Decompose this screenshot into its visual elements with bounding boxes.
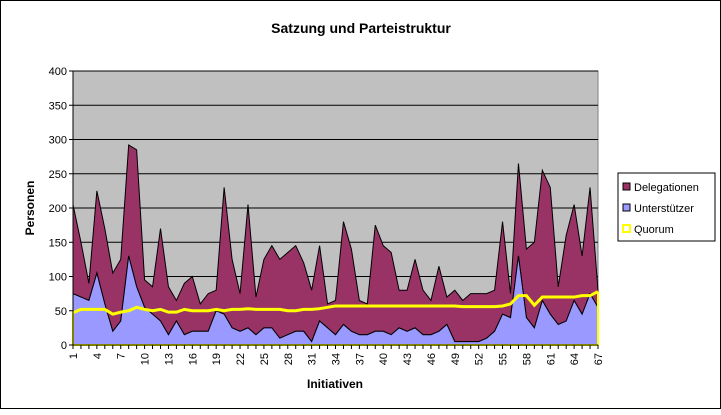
- y-tick-label: 350: [49, 100, 67, 112]
- x-tick-label: 40: [378, 353, 390, 365]
- x-tick-label: 25: [259, 353, 271, 365]
- x-tick-label: 55: [498, 353, 510, 365]
- legend-swatch-delegationen: [622, 182, 631, 191]
- y-axis-title: Personen: [23, 181, 37, 236]
- x-tick-label: 34: [331, 353, 343, 365]
- x-tick-label: 58: [521, 353, 533, 365]
- x-tick-label: 4: [92, 353, 104, 359]
- x-tick-label: 43: [402, 353, 414, 365]
- x-tick-label: 7: [116, 353, 128, 359]
- legend-swatch-unterstuetzer: [622, 203, 631, 212]
- x-tick-label: 46: [426, 353, 438, 365]
- x-tick-label: 13: [163, 353, 175, 365]
- x-tick-label: 49: [450, 353, 462, 365]
- y-axis: 0 50 100 150 200 250 300 350 400: [49, 66, 74, 352]
- legend-label-unterstuetzer: Unterstützer: [634, 203, 694, 215]
- y-tick-label: 250: [49, 169, 67, 181]
- x-axis-title: Initiativen: [307, 377, 363, 391]
- x-tick-label: 1: [68, 353, 80, 359]
- y-tick-label: 150: [49, 237, 67, 249]
- legend: Delegationen Unterstützer Quorum: [617, 172, 716, 242]
- x-tick-label: 16: [187, 353, 199, 365]
- line-quorum: [72, 290, 599, 316]
- x-tick-label: 52: [474, 353, 486, 365]
- x-tick-label: 67: [593, 353, 605, 365]
- y-tick-label: 50: [55, 306, 67, 318]
- x-tick-label: 61: [545, 353, 557, 365]
- y-tick-label: 300: [49, 135, 67, 147]
- legend-label-quorum: Quorum: [634, 224, 674, 236]
- x-axis: 1 4 7 10 13 16 19 22 25 28 31 34 37 40 43 46 49 52 55 58 61 6…: [68, 344, 605, 365]
- x-tick-label: 22: [235, 353, 247, 365]
- y-tick-label: 0: [61, 340, 67, 352]
- legend-label-delegationen: Delegationen: [634, 182, 699, 194]
- x-tick-label: 10: [140, 353, 152, 365]
- y-tick-label: 200: [49, 203, 67, 215]
- x-tick-label: 64: [569, 353, 581, 365]
- y-tick-label: 400: [49, 66, 67, 78]
- x-tick-label: 19: [211, 353, 223, 365]
- y-tick-label: 100: [49, 272, 67, 284]
- legend-swatch-quorum: [622, 224, 631, 233]
- x-tick-label: 37: [354, 353, 366, 365]
- area-unterstuetzer: [72, 255, 599, 346]
- x-tick-label: 28: [283, 353, 295, 365]
- x-tick-label: 31: [307, 353, 319, 365]
- chart-title: Satzung und Parteistruktur: [271, 20, 451, 36]
